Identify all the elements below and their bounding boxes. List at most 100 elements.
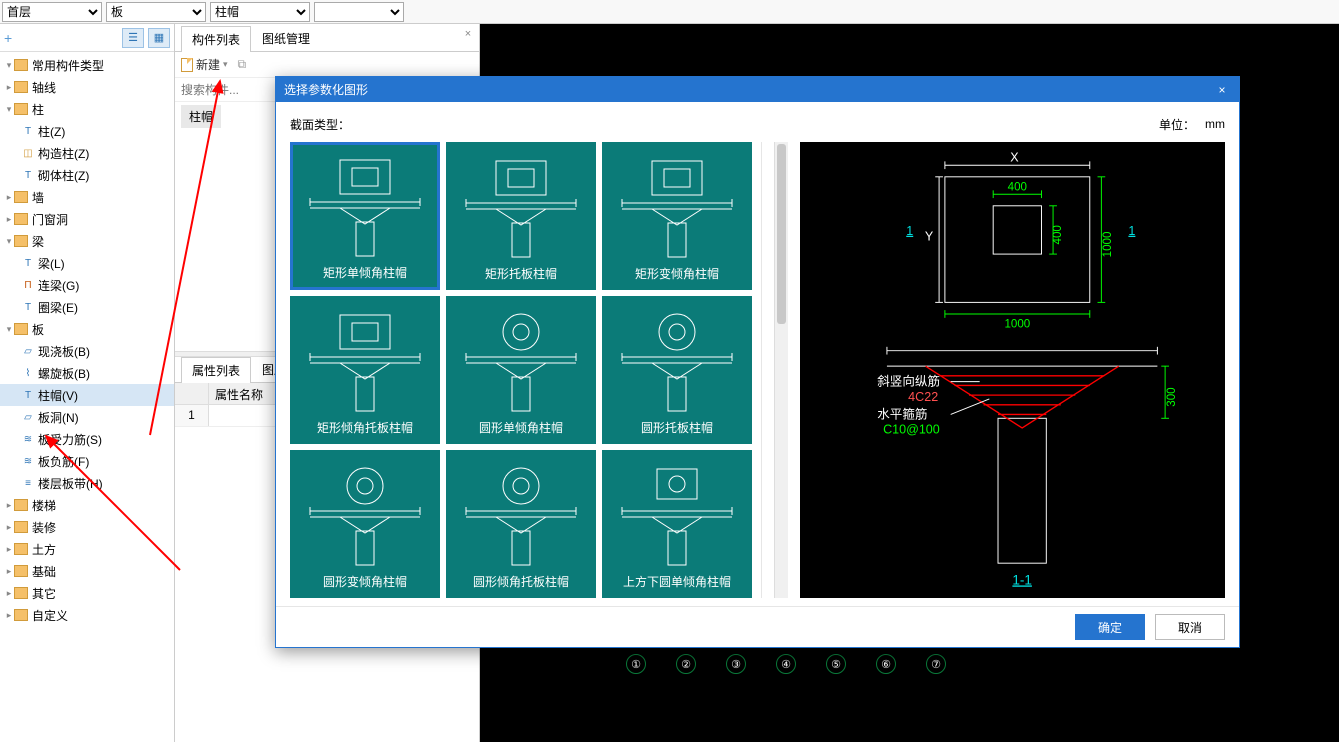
leaf-icon: ≡ xyxy=(22,477,34,489)
tree-folder[interactable]: ▾柱 xyxy=(0,98,174,120)
ok-button[interactable]: 确定 xyxy=(1075,614,1145,640)
folder-icon xyxy=(14,323,28,335)
mid-toolbar: 新建 ▾ ⧉ xyxy=(175,52,479,78)
shape-option[interactable]: 圆形单倾角柱帽 xyxy=(446,296,596,444)
tree-label: 基础 xyxy=(32,563,56,580)
tree-label: 楼梯 xyxy=(32,497,56,514)
dialog-buttons: 确定 取消 xyxy=(276,606,1239,647)
section-type-label: 截面类型： xyxy=(290,116,350,133)
leaf-icon: T xyxy=(22,257,34,269)
tree-leaf[interactable]: ▱板洞(N) xyxy=(0,406,174,428)
tree-leaf[interactable]: T柱(Z) xyxy=(0,120,174,142)
tree-leaf[interactable]: ≋板负筋(F) xyxy=(0,450,174,472)
shape-option[interactable]: 圆形托板柱帽 xyxy=(602,296,752,444)
top-dropdown-bar: 首层 板 柱帽 xyxy=(0,0,1339,24)
tree-leaf[interactable]: ◫构造柱(Z) xyxy=(0,142,174,164)
tree-leaf[interactable]: T砌体柱(Z) xyxy=(0,164,174,186)
tree-leaf[interactable]: T 梁(L) xyxy=(0,252,174,274)
tab-property-list[interactable]: 属性列表 xyxy=(181,357,251,383)
tree-leaf[interactable]: T圈梁(E) xyxy=(0,296,174,318)
expand-icon: ▸ xyxy=(4,544,14,555)
unit-label: 单位： xyxy=(1159,116,1195,133)
tree-folder[interactable]: ▸ 基础 xyxy=(0,560,174,582)
tree-label: 板受力筋(S) xyxy=(38,431,102,448)
tree-folder[interactable]: ▸楼梯 xyxy=(0,494,174,516)
tree-folder[interactable]: ▸墙 xyxy=(0,186,174,208)
expand-icon: ▸ xyxy=(4,566,14,577)
shape-grid-scrollbar[interactable] xyxy=(774,142,788,598)
new-doc-icon xyxy=(181,58,193,72)
tree-folder[interactable]: ▸自定义 xyxy=(0,604,174,626)
shape-option[interactable]: 矩形变倾角柱帽 xyxy=(602,142,752,290)
tree-leaf[interactable]: ≋板受力筋(S) xyxy=(0,428,174,450)
chevron-down-icon: ▾ xyxy=(223,59,228,70)
leaf-icon: П xyxy=(22,279,34,291)
tree-leaf[interactable]: ≡ 楼层板带(H) xyxy=(0,472,174,494)
view-grid-button[interactable]: ▦ xyxy=(148,28,170,48)
shape-option[interactable]: 上方下圆单倾角柱帽 xyxy=(602,450,752,598)
tree-label: 梁(L) xyxy=(38,255,65,272)
folder-icon xyxy=(14,191,28,203)
shape-option[interactable]: 圆形变倾角柱帽 xyxy=(290,450,440,598)
tree-folder[interactable]: ▸ 门窗洞 xyxy=(0,208,174,230)
dialog-titlebar[interactable]: 选择参数化图形 × xyxy=(276,77,1239,102)
tree-leaf[interactable]: ⌇螺旋板(B) xyxy=(0,362,174,384)
add-icon[interactable]: + xyxy=(4,30,12,46)
close-icon[interactable]: × xyxy=(461,28,475,42)
folder-icon xyxy=(14,587,28,599)
svg-text:400: 400 xyxy=(1052,225,1064,244)
left-panel-toolbar: + ☰ ▦ xyxy=(0,24,174,52)
tree-label: 门窗洞 xyxy=(32,211,68,228)
tab-drawing-manage[interactable]: 图纸管理 xyxy=(251,25,321,51)
tree-label: 柱(Z) xyxy=(38,123,65,140)
tree-folder[interactable]: ▸其它 xyxy=(0,582,174,604)
new-button[interactable]: 新建 ▾ xyxy=(181,56,228,73)
cancel-button[interactable]: 取消 xyxy=(1155,614,1225,640)
svg-text:1-1: 1-1 xyxy=(1012,573,1032,588)
shape-option[interactable]: 矩形托板柱帽 xyxy=(446,142,596,290)
dropdown-component[interactable]: 柱帽 xyxy=(210,2,310,22)
svg-text:4C22: 4C22 xyxy=(908,390,938,404)
tree-leaf[interactable]: T柱帽(V) xyxy=(0,384,174,406)
component-tree[interactable]: ▾常用构件类型▸轴线▾柱T柱(Z)◫构造柱(Z)T砌体柱(Z)▸墙▸门窗洞▾梁T… xyxy=(0,52,174,742)
tree-folder[interactable]: ▾常用构件类型 xyxy=(0,54,174,76)
tree-folder[interactable]: ▾板 xyxy=(0,318,174,340)
view-list-button[interactable]: ☰ xyxy=(122,28,144,48)
tree-folder[interactable]: ▸土方 xyxy=(0,538,174,560)
copy-icon[interactable]: ⧉ xyxy=(238,57,247,72)
unit-value: mm xyxy=(1205,117,1225,131)
dropdown-category[interactable]: 板 xyxy=(106,2,206,22)
svg-text:X: X xyxy=(1010,151,1019,165)
svg-text:1: 1 xyxy=(906,224,913,238)
shape-option[interactable]: 圆形倾角托板柱帽 xyxy=(446,450,596,598)
folder-icon xyxy=(14,609,28,621)
tree-label: 板负筋(F) xyxy=(38,453,89,470)
svg-text:1000: 1000 xyxy=(1004,319,1030,331)
axis-bubble: ⑥ xyxy=(876,654,896,674)
svg-text:400: 400 xyxy=(1008,182,1027,194)
folder-icon xyxy=(14,59,28,71)
tree-label: 楼层板带(H) xyxy=(38,475,103,492)
tree-leaf[interactable]: ▱现浇板(B) xyxy=(0,340,174,362)
dialog-close-icon[interactable]: × xyxy=(1213,83,1231,97)
shape-option[interactable]: 矩形单倾角柱帽 xyxy=(290,142,440,290)
tree-leaf[interactable]: П连梁(G) xyxy=(0,274,174,296)
folder-icon xyxy=(14,103,28,115)
shape-caption: 圆形倾角托板柱帽 xyxy=(473,569,569,596)
svg-text:斜竖向纵筋: 斜竖向纵筋 xyxy=(877,374,940,389)
tree-folder[interactable]: ▸轴线 xyxy=(0,76,174,98)
leaf-icon: ▱ xyxy=(22,411,34,423)
tree-folder[interactable]: ▸装修 xyxy=(0,516,174,538)
tab-component-list[interactable]: 构件列表 xyxy=(181,26,251,52)
dropdown-empty[interactable] xyxy=(314,2,404,22)
expand-icon: ▸ xyxy=(4,214,14,225)
shape-caption: 矩形变倾角柱帽 xyxy=(635,261,719,288)
list-item[interactable]: 柱帽 xyxy=(181,105,221,128)
tree-folder[interactable]: ▾梁 xyxy=(0,230,174,252)
dropdown-floor[interactable]: 首层 xyxy=(2,2,102,22)
parametric-shape-dialog: 选择参数化图形 × 截面类型： 单位： mm 矩形单倾角柱帽矩形托板柱帽矩形变倾… xyxy=(275,76,1240,648)
tree-label: 构造柱(Z) xyxy=(38,145,89,162)
tree-label: 板 xyxy=(32,321,44,338)
tree-label: 装修 xyxy=(32,519,56,536)
shape-option[interactable]: 矩形倾角托板柱帽 xyxy=(290,296,440,444)
